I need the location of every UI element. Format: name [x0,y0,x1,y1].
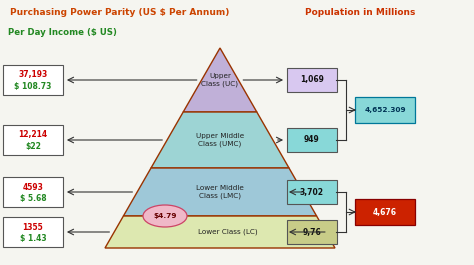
Text: Lower Middle
Class (LMC): Lower Middle Class (LMC) [196,185,244,199]
Text: Per Day Income ($ US): Per Day Income ($ US) [8,28,117,37]
Text: 1,069: 1,069 [300,76,324,85]
Text: 949: 949 [304,135,320,144]
Polygon shape [123,168,317,216]
Text: Upper
Class (UC): Upper Class (UC) [201,73,238,87]
Text: 3,702: 3,702 [300,188,324,197]
Ellipse shape [143,205,187,227]
FancyBboxPatch shape [355,199,415,225]
Text: Lower Class (LC): Lower Class (LC) [198,229,258,235]
FancyBboxPatch shape [3,217,63,247]
FancyBboxPatch shape [287,68,337,92]
Text: $22: $22 [25,143,41,152]
Text: $ 5.68: $ 5.68 [20,195,46,204]
FancyBboxPatch shape [3,65,63,95]
Text: 9,76: 9,76 [302,227,321,236]
Text: $ 1.43: $ 1.43 [20,235,46,244]
Text: Upper Middle
Class (UMC): Upper Middle Class (UMC) [196,133,244,147]
FancyBboxPatch shape [287,128,337,152]
FancyBboxPatch shape [3,125,63,155]
Polygon shape [105,216,335,248]
Text: 37,193: 37,193 [18,70,47,80]
Text: 4,652.309: 4,652.309 [364,107,406,113]
Text: $4.79: $4.79 [153,213,177,219]
Text: 1355: 1355 [23,223,44,232]
FancyBboxPatch shape [287,180,337,204]
Text: 4593: 4593 [23,183,44,192]
Polygon shape [183,48,257,112]
FancyBboxPatch shape [3,177,63,207]
FancyBboxPatch shape [355,97,415,123]
Polygon shape [151,112,289,168]
Text: 12,214: 12,214 [18,130,47,139]
Text: Purchasing Power Parity (US $ Per Annum): Purchasing Power Parity (US $ Per Annum) [10,8,230,17]
Text: $ 108.73: $ 108.73 [14,82,52,91]
Text: 4,676: 4,676 [373,207,397,217]
FancyBboxPatch shape [287,220,337,244]
Text: Population in Millions: Population in Millions [305,8,415,17]
